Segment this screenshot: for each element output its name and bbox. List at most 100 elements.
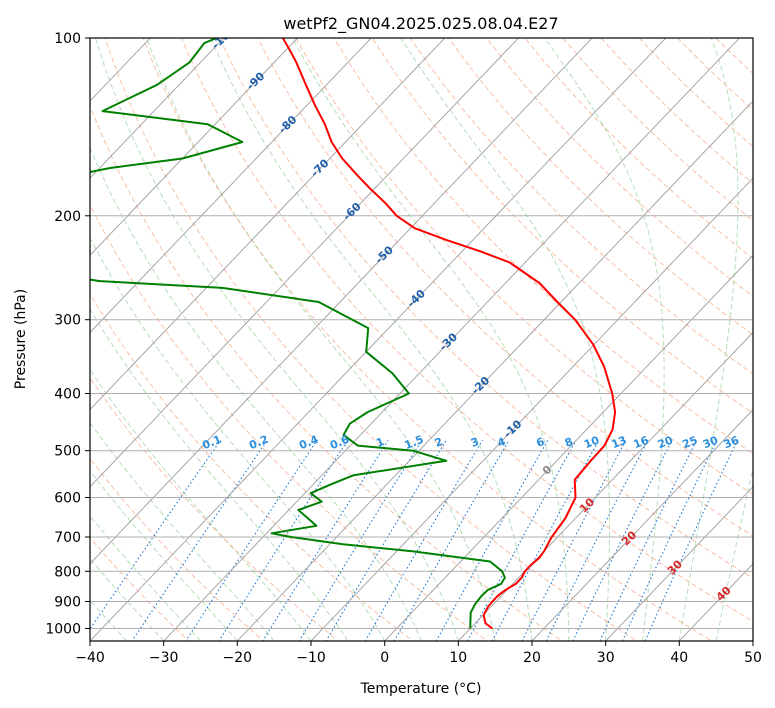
x-tick-label: 50: [744, 650, 762, 666]
dewpoint-line: [90, 38, 506, 629]
mixing-ratio-label: 13: [609, 434, 628, 452]
mixing-ratio-label: 16: [632, 433, 651, 451]
isotherm-line: [457, 331, 753, 641]
mixing-ratio-label: 20: [656, 433, 675, 451]
mixing-ratio-label: 10: [582, 433, 601, 451]
dry-adiabat: [90, 292, 414, 641]
mixing-ratio-line: [491, 440, 600, 641]
y-tick-label: 600: [54, 491, 81, 507]
y-tick-label: 100: [54, 31, 81, 47]
y-tick-label: 400: [54, 387, 81, 403]
mixing-ratio-label: 36: [722, 433, 741, 451]
isotherm-line: [163, 38, 741, 641]
dry-adiabat: [409, 38, 753, 375]
mixing-ratio-line: [131, 439, 268, 641]
y-tick-label: 1000: [45, 622, 81, 638]
isotherm-line: [90, 38, 446, 411]
dry-adiabat: [371, 38, 753, 415]
moist-adiabat: [400, 38, 610, 641]
mixing-ratio-label: 3: [469, 435, 481, 450]
axes: −40 −30 −20 −10 0 10 20 30 40 50 100 200 300 400 500 60…: [45, 31, 762, 666]
mixing-ratio-line: [325, 440, 447, 641]
mixing-ratio-label: 2: [433, 435, 445, 450]
y-tick-label: 200: [54, 209, 81, 225]
y-tick-label: 300: [54, 313, 81, 329]
dry-adiabat: [257, 38, 753, 537]
chart-title: wetPf2_GN04.2025.025.08.04.E27: [283, 14, 558, 34]
x-tick-label: 40: [670, 650, 688, 666]
y-axis-title: Pressure (hPa): [13, 289, 29, 389]
temperature-line: [281, 38, 617, 630]
mixing-ratio-line: [599, 440, 698, 641]
isotherm-line: [90, 38, 372, 334]
isotherm-line: [236, 100, 753, 641]
mixing-ratio-label: 30: [701, 433, 720, 451]
x-tick-label: 0: [380, 650, 389, 666]
sounding-series: [90, 38, 617, 630]
moist-adiabat: [146, 38, 496, 641]
moist-adiabat: [210, 38, 533, 641]
mixing-ratio-line: [218, 440, 349, 641]
dry-adiabat: [142, 38, 713, 641]
x-tick-label: −40: [75, 650, 105, 666]
x-tick-label: 20: [523, 650, 541, 666]
moist-adiabat: [90, 308, 349, 641]
background-lines: [90, 38, 753, 641]
isotherm-line: [384, 254, 753, 641]
moist-adiabat: [90, 470, 238, 641]
moist-adiabat: [544, 38, 665, 641]
dry-adiabat: [90, 104, 564, 641]
dry-adiabat: [90, 457, 265, 641]
y-tick-label: 700: [54, 530, 81, 546]
isotherm-line: [605, 486, 753, 641]
mixing-ratio-line: [90, 439, 222, 630]
isotherm-line: [90, 38, 299, 256]
x-axis-title: Temperature (°C): [360, 681, 482, 697]
moist-adiabat: [90, 368, 312, 641]
plot-frame: [89, 37, 754, 642]
mixing-ratio-line: [435, 440, 549, 641]
mixing-ratio-label: 1: [374, 435, 386, 450]
mixing-ratio-line: [393, 440, 510, 641]
moist-adiabat: [95, 38, 459, 641]
dry-adiabat: [90, 203, 489, 641]
dry-adiabat: [90, 376, 340, 641]
isotherm-line: [90, 38, 225, 179]
dry-adiabat: [295, 38, 753, 496]
moist-adiabat: [90, 515, 201, 641]
dry-adiabat: [180, 38, 753, 622]
moist-adiabat: [90, 146, 422, 641]
y-tick-label: 900: [54, 595, 81, 611]
dry-adiabat: [219, 38, 753, 579]
dry-adiabat: [90, 536, 190, 641]
x-tick-label: −10: [296, 650, 326, 666]
mixing-ratio-line: [572, 440, 673, 641]
x-tick-label: −20: [223, 650, 253, 666]
mixing-ratio-line: [364, 440, 483, 641]
x-tick-label: 10: [449, 650, 467, 666]
moist-adiabat: [715, 466, 753, 641]
plot-area: [90, 38, 753, 641]
x-tick-label: −30: [149, 650, 179, 666]
mixing-ratio-line: [298, 440, 423, 641]
isotherm-line: [90, 38, 593, 565]
y-tick-label: 500: [54, 444, 81, 460]
mixing-ratio-line: [262, 440, 389, 641]
moist-adiabat: [292, 38, 570, 641]
x-tick-label: 30: [597, 650, 615, 666]
isotherm-line: [531, 408, 753, 641]
moist-adiabat: [90, 557, 165, 641]
mixing-ratio-label: 8: [563, 435, 575, 450]
isotherm-line: [310, 177, 753, 641]
dry-adiabat: [486, 38, 753, 297]
mixing-ratio-line: [521, 440, 627, 641]
mixing-ratio-line: [466, 440, 577, 641]
mixing-ratio-label: 25: [680, 434, 699, 452]
isotherm-line: [90, 38, 667, 641]
pressure-gridlines: [90, 38, 753, 641]
mixing-ratio-line: [545, 440, 649, 641]
isotherm-line: [90, 38, 520, 488]
dry-adiabat: [104, 38, 638, 641]
y-tick-label: 800: [54, 564, 81, 580]
